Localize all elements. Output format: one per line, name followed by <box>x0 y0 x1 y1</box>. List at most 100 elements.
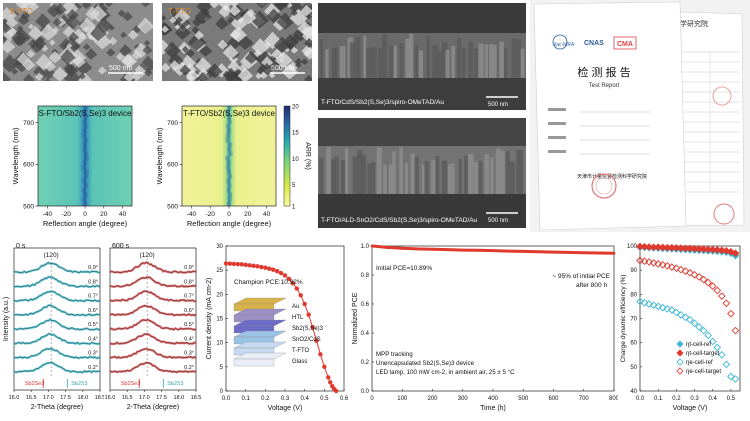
sem-grain <box>66 42 73 49</box>
efficiency-point <box>713 286 722 295</box>
y-tick-label: 20 <box>216 292 223 298</box>
x-tick-label: 0.1 <box>654 396 663 402</box>
grain-column <box>339 45 346 78</box>
y-tick-label: 30 <box>216 244 223 250</box>
heatmap-band-cell <box>228 196 233 202</box>
sem-grain <box>37 36 45 43</box>
efficiency-point <box>731 326 740 335</box>
grain-column <box>458 158 462 194</box>
heatmap-band-cell <box>83 115 88 120</box>
y-tick-label: 500 <box>23 203 34 210</box>
xrd-trace-fit <box>109 291 197 302</box>
x-tick-label: 0.2 <box>672 396 681 402</box>
sem-grain <box>68 31 80 42</box>
x-tick-label: 17.0 <box>43 395 54 401</box>
retention-label-2: after 800 h <box>576 282 607 289</box>
sem-grain <box>22 58 36 71</box>
sem-grain <box>187 32 207 51</box>
grain-column <box>495 148 501 194</box>
sem-image-t-fto: T-FTO 500 nm <box>162 3 312 81</box>
plot-frame <box>109 247 197 391</box>
heatmap-band-cell <box>82 160 87 166</box>
sem-grain <box>195 57 212 73</box>
sem-grain <box>131 49 143 60</box>
chart-title: 0 s <box>16 243 26 250</box>
jv-point <box>278 270 284 276</box>
xrd-trace-fit <box>109 362 197 373</box>
sem-grain <box>108 24 115 31</box>
heatmap-band-cell <box>228 192 233 197</box>
device-layer-label: Glass <box>292 359 307 365</box>
x-tick-label: 0.4 <box>300 396 309 402</box>
y-axis-label: Charge dynamic efficiency (%) <box>620 274 627 362</box>
grain-column <box>382 34 388 78</box>
stability-point <box>552 250 555 254</box>
grain-column <box>431 159 436 194</box>
colorbar <box>283 105 291 207</box>
grain-column <box>437 50 442 78</box>
sem-grain <box>11 30 27 46</box>
sem-grain <box>144 39 151 46</box>
jv-point <box>223 261 229 266</box>
grain-column <box>418 50 424 78</box>
sem-grain <box>3 39 16 54</box>
x-tick-label: 0.3 <box>281 396 290 402</box>
sem-grain <box>117 9 126 17</box>
x-tick-label: 40 <box>119 211 127 218</box>
jv-point <box>267 266 272 271</box>
x-tick-label: 16.0 <box>9 395 20 401</box>
x-tick-label: -20 <box>61 211 71 218</box>
heatmap-band-cell <box>81 187 86 193</box>
x-tick-label: 0.2 <box>261 396 270 402</box>
x-tick-label: 16.0 <box>105 395 116 401</box>
series-label: 0.9° <box>88 265 98 271</box>
x-tick-label: 100 <box>397 396 408 402</box>
sem-grain <box>20 11 31 21</box>
sem-grain <box>33 65 46 77</box>
grain-column <box>489 44 494 78</box>
stability-point <box>582 251 586 255</box>
grain-column <box>361 155 367 194</box>
y-tick-label: 700 <box>167 120 178 127</box>
report-logo-cnas: CNAS <box>584 40 604 47</box>
sem-grain <box>44 77 51 81</box>
sem-grain <box>301 58 309 65</box>
heatmap-band-cell <box>84 106 89 111</box>
sem-grain <box>5 16 18 29</box>
heatmap-band-cell <box>82 146 87 152</box>
sem-grain <box>85 48 98 60</box>
efficiency-point <box>649 259 658 267</box>
device-layer-label: T-FTO <box>292 348 310 354</box>
sem-grain <box>72 55 86 68</box>
grain-column <box>330 159 336 194</box>
colorbar-tick: 10 <box>292 157 299 163</box>
sem-grain <box>44 60 57 72</box>
sem-grain <box>229 4 241 17</box>
chart-title: S-FTO/Sb2(S,Se)3 device <box>39 109 132 118</box>
cross-section-top-scale: 500 nm <box>488 102 508 108</box>
sem-grain <box>244 51 259 64</box>
sem-grain <box>255 72 263 80</box>
sem-grain <box>162 62 171 72</box>
sem-s-fto-scale: 500 nm <box>109 65 133 72</box>
jv-point <box>318 352 323 357</box>
jv-point <box>306 312 311 317</box>
jv-point <box>259 264 264 270</box>
heatmap-band-cell <box>82 119 87 125</box>
sem-grain <box>269 72 276 79</box>
stability-point <box>567 250 571 254</box>
jv-chart: 0.0 0.1 0.2 0.3 0.4 0.5 0.6 0 5 10 15 20 25 30 Voltage… <box>206 244 349 412</box>
efficiency-point <box>708 337 717 346</box>
xrd-trace <box>13 275 101 289</box>
x-tick-label: 600 <box>548 396 559 402</box>
efficiency-point <box>663 304 672 313</box>
device-layer <box>233 297 287 305</box>
stability-point <box>476 248 480 252</box>
sem-grain <box>271 48 284 60</box>
x-tick-label: 17.0 <box>139 395 150 401</box>
sem-t-fto-scale: 500 nm <box>271 65 295 72</box>
xrd-trace-fit <box>13 262 101 273</box>
sem-grain <box>96 17 113 33</box>
sem-grain <box>11 68 19 75</box>
series-label: 0.8° <box>184 279 194 285</box>
